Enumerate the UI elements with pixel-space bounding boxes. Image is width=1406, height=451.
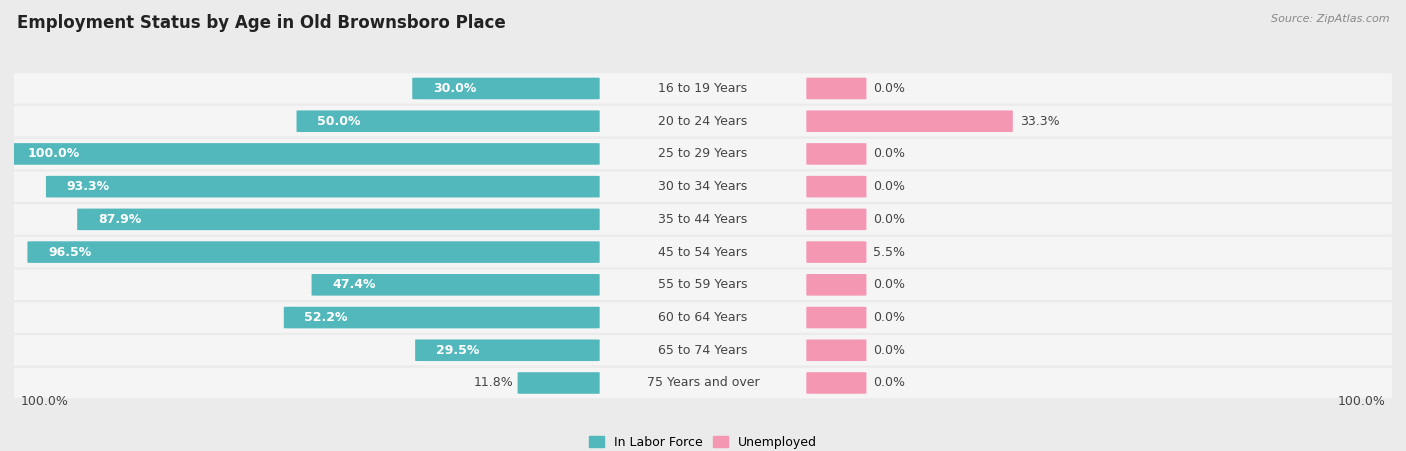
FancyBboxPatch shape bbox=[806, 340, 866, 361]
Text: 87.9%: 87.9% bbox=[98, 213, 141, 226]
FancyBboxPatch shape bbox=[415, 340, 600, 361]
Text: 52.2%: 52.2% bbox=[305, 311, 347, 324]
Text: 0.0%: 0.0% bbox=[873, 311, 905, 324]
FancyBboxPatch shape bbox=[806, 110, 1012, 132]
Text: Source: ZipAtlas.com: Source: ZipAtlas.com bbox=[1271, 14, 1389, 23]
Text: 30 to 34 Years: 30 to 34 Years bbox=[658, 180, 748, 193]
Text: 47.4%: 47.4% bbox=[332, 278, 375, 291]
Text: 100.0%: 100.0% bbox=[28, 147, 80, 161]
Text: 11.8%: 11.8% bbox=[474, 377, 513, 390]
FancyBboxPatch shape bbox=[46, 176, 599, 198]
Text: 0.0%: 0.0% bbox=[873, 82, 905, 95]
FancyBboxPatch shape bbox=[806, 241, 866, 263]
Text: 55 to 59 Years: 55 to 59 Years bbox=[658, 278, 748, 291]
Text: 33.3%: 33.3% bbox=[1019, 115, 1059, 128]
FancyBboxPatch shape bbox=[7, 368, 1399, 398]
FancyBboxPatch shape bbox=[7, 204, 1399, 235]
FancyBboxPatch shape bbox=[7, 143, 599, 165]
Text: 93.3%: 93.3% bbox=[66, 180, 110, 193]
Text: 0.0%: 0.0% bbox=[873, 147, 905, 161]
FancyBboxPatch shape bbox=[312, 274, 599, 295]
FancyBboxPatch shape bbox=[7, 139, 1399, 169]
Text: 0.0%: 0.0% bbox=[873, 180, 905, 193]
Text: 60 to 64 Years: 60 to 64 Years bbox=[658, 311, 748, 324]
FancyBboxPatch shape bbox=[806, 208, 866, 230]
FancyBboxPatch shape bbox=[284, 307, 599, 328]
FancyBboxPatch shape bbox=[806, 143, 866, 165]
FancyBboxPatch shape bbox=[7, 171, 1399, 202]
FancyBboxPatch shape bbox=[77, 208, 599, 230]
Text: 75 Years and over: 75 Years and over bbox=[647, 377, 759, 390]
FancyBboxPatch shape bbox=[7, 73, 1399, 104]
Legend: In Labor Force, Unemployed: In Labor Force, Unemployed bbox=[589, 436, 817, 449]
Text: 20 to 24 Years: 20 to 24 Years bbox=[658, 115, 748, 128]
Text: 0.0%: 0.0% bbox=[873, 213, 905, 226]
FancyBboxPatch shape bbox=[806, 78, 866, 99]
FancyBboxPatch shape bbox=[28, 241, 599, 263]
Text: 29.5%: 29.5% bbox=[436, 344, 479, 357]
Text: 50.0%: 50.0% bbox=[318, 115, 361, 128]
FancyBboxPatch shape bbox=[297, 110, 599, 132]
FancyBboxPatch shape bbox=[412, 78, 599, 99]
Text: 0.0%: 0.0% bbox=[873, 344, 905, 357]
FancyBboxPatch shape bbox=[7, 106, 1399, 136]
FancyBboxPatch shape bbox=[7, 335, 1399, 365]
FancyBboxPatch shape bbox=[7, 237, 1399, 267]
FancyBboxPatch shape bbox=[7, 270, 1399, 300]
Text: 0.0%: 0.0% bbox=[873, 377, 905, 390]
Text: Employment Status by Age in Old Brownsboro Place: Employment Status by Age in Old Brownsbo… bbox=[17, 14, 506, 32]
Text: 25 to 29 Years: 25 to 29 Years bbox=[658, 147, 748, 161]
Text: 35 to 44 Years: 35 to 44 Years bbox=[658, 213, 748, 226]
Text: 45 to 54 Years: 45 to 54 Years bbox=[658, 246, 748, 258]
FancyBboxPatch shape bbox=[806, 274, 866, 295]
Text: 16 to 19 Years: 16 to 19 Years bbox=[658, 82, 748, 95]
Text: 65 to 74 Years: 65 to 74 Years bbox=[658, 344, 748, 357]
Text: 100.0%: 100.0% bbox=[1337, 395, 1385, 408]
Text: 0.0%: 0.0% bbox=[873, 278, 905, 291]
Text: 100.0%: 100.0% bbox=[21, 395, 69, 408]
Text: 5.5%: 5.5% bbox=[873, 246, 905, 258]
FancyBboxPatch shape bbox=[806, 372, 866, 394]
FancyBboxPatch shape bbox=[806, 307, 866, 328]
FancyBboxPatch shape bbox=[517, 372, 599, 394]
FancyBboxPatch shape bbox=[7, 302, 1399, 333]
Text: 96.5%: 96.5% bbox=[48, 246, 91, 258]
Text: 30.0%: 30.0% bbox=[433, 82, 477, 95]
FancyBboxPatch shape bbox=[806, 176, 866, 198]
